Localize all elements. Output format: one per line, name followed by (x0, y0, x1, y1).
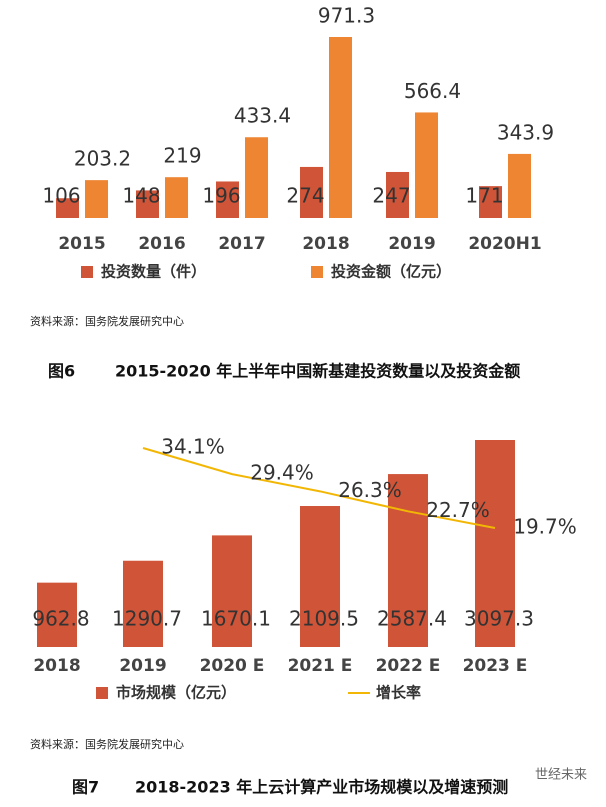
bar (136, 190, 159, 218)
bar (386, 171, 409, 218)
bar (508, 153, 531, 218)
x-tick-label: 2020 E (200, 656, 265, 676)
figure-label: 图6 (48, 362, 75, 381)
data-label: 22.7% (426, 498, 490, 522)
bar (475, 440, 515, 647)
data-label: 26.3% (338, 478, 402, 502)
data-label: 433.4 (234, 104, 291, 128)
data-label: 3097.3 (464, 607, 534, 631)
source: 资料来源：国务院发展研究中心 (30, 314, 184, 328)
data-label: 566.4 (404, 79, 461, 103)
figure-caption: 2018-2023 年上云计算产业市场规模以及增速预测 (135, 778, 508, 797)
x-tick-label: 2021 E (288, 656, 353, 676)
data-label: 971.3 (318, 4, 375, 28)
data-label: 2109.5 (289, 607, 359, 631)
legend-label: 增长率 (376, 684, 421, 702)
legend-swatch (311, 266, 323, 278)
data-label: 34.1% (161, 435, 225, 459)
data-label: 962.8 (32, 607, 89, 631)
bar (37, 582, 77, 647)
data-label: 2587.4 (377, 607, 447, 631)
x-tick-label: 2019 (388, 234, 435, 254)
legend-label: 市场规模（亿元） (116, 684, 236, 702)
data-label: 171 (465, 184, 503, 208)
data-label: 219 (163, 144, 201, 168)
x-tick-label: 2018 (302, 234, 349, 254)
x-tick-label: 2016 (138, 234, 185, 254)
data-label: 29.4% (250, 461, 314, 485)
line (142, 447, 496, 529)
bar (245, 137, 268, 218)
x-tick-label: 2020H1 (468, 234, 541, 254)
legend-swatch (96, 687, 108, 699)
data-label: 106 (42, 184, 80, 208)
bar (56, 198, 79, 218)
bar (216, 181, 239, 218)
bar (165, 177, 188, 218)
source: 资料来源：国务院发展研究中心 (30, 737, 184, 751)
bar (388, 474, 428, 647)
x-tick-label: 2019 (119, 656, 166, 676)
bar (300, 166, 323, 218)
data-label: 148 (122, 184, 160, 208)
bar (479, 186, 502, 218)
bar (415, 112, 438, 218)
x-tick-label: 2017 (218, 234, 265, 254)
bar (85, 180, 108, 218)
x-tick-label: 2018 (33, 656, 80, 676)
figure-label: 图7 (72, 778, 99, 797)
bar (329, 37, 352, 218)
watermark: 世经未来 (535, 768, 587, 783)
data-label: 196 (202, 184, 240, 208)
legend-label: 投资数量（件） (101, 263, 206, 281)
x-tick-label: 2022 E (376, 656, 441, 676)
x-tick-label: 2015 (58, 234, 105, 254)
data-label: 247 (372, 184, 410, 208)
data-label: 1670.1 (201, 607, 271, 631)
data-label: 1290.7 (112, 607, 182, 631)
legend-label: 投资金额（亿元） (331, 263, 451, 281)
data-label: 274 (286, 184, 324, 208)
x-tick-label: 2023 E (463, 656, 528, 676)
bar (300, 506, 340, 647)
legend-swatch (81, 266, 93, 278)
data-label: 203.2 (74, 147, 131, 171)
data-label: 19.7% (513, 515, 577, 539)
bar (212, 535, 252, 647)
figure-caption: 2015-2020 年上半年中国新基建投资数量以及投资金额 (115, 362, 520, 381)
bar (123, 560, 163, 647)
data-label: 343.9 (497, 120, 554, 144)
